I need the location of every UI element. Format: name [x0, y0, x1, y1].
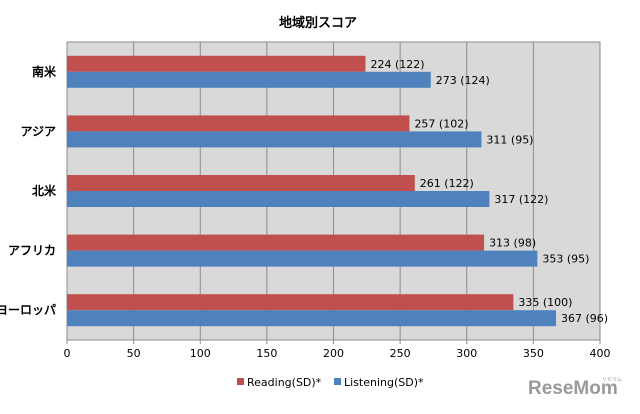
data-label: 367 (96) [561, 312, 608, 325]
bar [67, 131, 482, 148]
category-label: アジア [20, 124, 56, 138]
x-tick-label: 200 [323, 347, 344, 360]
bar [67, 234, 485, 251]
x-axis-ticks: 0 50 100 150 200 250 300 350 400 [64, 340, 611, 360]
bar [67, 250, 538, 267]
bar [67, 55, 366, 72]
x-tick-label: 300 [456, 347, 477, 360]
x-tick-label: 150 [256, 347, 277, 360]
legend-label: Listening(SD)* [344, 376, 424, 389]
chart-title: 地域別スコア [279, 15, 357, 31]
data-label: 257 (102) [414, 117, 468, 130]
data-label: 273 (124) [436, 74, 490, 87]
x-tick-label: 50 [127, 347, 141, 360]
data-label: 353 (95) [542, 253, 589, 266]
plot-area: 224 (122) 273 (124) 257 (102) 311 (95) 261 (… [66, 41, 608, 341]
data-label: 224 (122) [370, 58, 424, 71]
x-tick-label: 0 [64, 347, 71, 360]
legend-swatch [334, 378, 341, 385]
x-tick-label: 250 [390, 347, 411, 360]
watermark-small-text: リセマム [602, 377, 622, 383]
x-tick-label: 350 [523, 347, 544, 360]
bar [67, 175, 415, 191]
legend: Reading(SD)* Listening(SD)* [237, 376, 424, 389]
category-label: 南米 [32, 64, 57, 79]
data-label: 317 (122) [494, 193, 548, 206]
bar [67, 310, 557, 327]
watermark-logo: ReseMom リセマム [528, 377, 622, 399]
bar [67, 294, 514, 311]
watermark-text: ReseMom [528, 378, 618, 399]
legend-swatch [237, 378, 244, 385]
data-label: 313 (98) [489, 237, 536, 250]
category-label: 北米 [32, 183, 57, 198]
category-label: アフリカ [8, 244, 56, 258]
legend-label: Reading(SD)* [247, 376, 322, 389]
data-label: 335 (100) [518, 296, 572, 309]
bar [67, 115, 410, 132]
data-label: 261 (122) [420, 177, 474, 190]
category-label: ヨーロッパ [0, 303, 56, 317]
data-label: 311 (95) [486, 133, 533, 146]
bar [67, 71, 431, 88]
bar [67, 191, 490, 207]
x-tick-label: 100 [190, 347, 211, 360]
x-tick-label: 400 [590, 347, 611, 360]
